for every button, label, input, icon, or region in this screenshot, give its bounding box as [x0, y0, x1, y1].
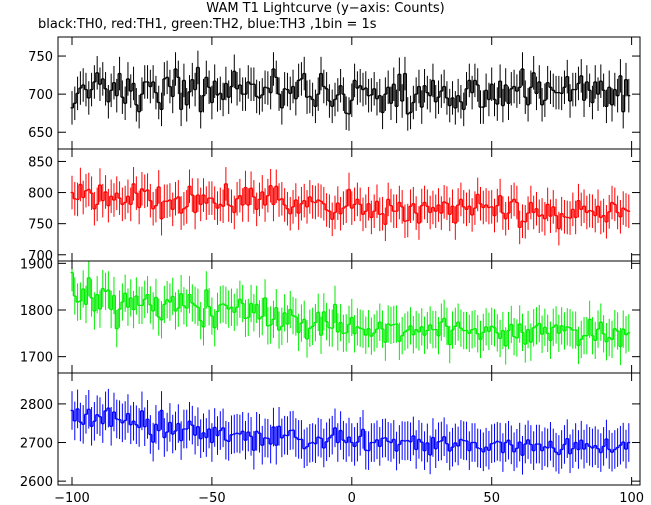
th3-y-tick-label: 2800: [20, 398, 53, 413]
th3-y-tick-label: 2600: [20, 475, 53, 490]
th0-x-ticks: [71, 37, 633, 149]
th3-x-ticks: −100 −50 0 50 100: [54, 373, 644, 505]
panel-th3: 2600 2700 2800 −100 −50 0 50 100: [20, 372, 644, 505]
th1-y-tick-label: 700: [28, 249, 53, 264]
x-tick-label: 100: [619, 491, 644, 505]
th0-y-tick-label: 650: [28, 126, 53, 141]
th0-histogram-steps: [70, 66, 631, 115]
x-tick-label: −50: [198, 491, 225, 505]
th3-y-ticks: 2600 2700 2800: [20, 398, 640, 490]
th2-y-ticks: 1700 1800 1900: [20, 257, 640, 366]
th3-error-bars: [71, 388, 630, 475]
th1-y-tick-label: 750: [28, 218, 53, 233]
th1-x-ticks: [71, 149, 633, 261]
th2-y-tick-label: 1700: [20, 351, 53, 366]
panel-th1: 700 750 800 850: [28, 148, 641, 264]
x-tick-label: 50: [483, 491, 500, 505]
th1-y-tick-label: 850: [28, 155, 53, 170]
th0-y-ticks: 650 700 750: [28, 50, 640, 141]
th0-frame: [57, 36, 641, 150]
th3-histogram-steps: [70, 407, 631, 456]
panel-th0: 650 700 750: [28, 36, 641, 150]
th1-y-tick-label: 800: [28, 187, 53, 202]
x-tick-label: −100: [54, 491, 90, 505]
th0-y-tick-label: 750: [28, 50, 53, 65]
th1-histogram-steps: [70, 183, 631, 230]
th0-error-bars: [71, 50, 630, 131]
th3-y-tick-label: 2700: [20, 437, 53, 452]
th3-frame: [57, 372, 641, 486]
th1-y-ticks: 700 750 800 850: [28, 155, 640, 264]
figure-subtitle: black:TH0, red:TH1, green:TH2, blue:TH3 …: [38, 17, 377, 32]
figure-title: WAM T1 Lightcurve (y−axis: Counts): [206, 1, 445, 16]
th2-x-ticks: [71, 261, 633, 373]
th2-y-tick-label: 1900: [20, 257, 53, 272]
th0-y-tick-label: 700: [28, 88, 53, 103]
th2-histogram-steps: [70, 272, 631, 348]
th2-error-bars: [71, 261, 630, 366]
th2-y-tick-label: 1800: [20, 304, 53, 319]
panel-th2: 1700 1800 1900: [20, 257, 641, 374]
x-tick-label: 0: [348, 491, 356, 505]
